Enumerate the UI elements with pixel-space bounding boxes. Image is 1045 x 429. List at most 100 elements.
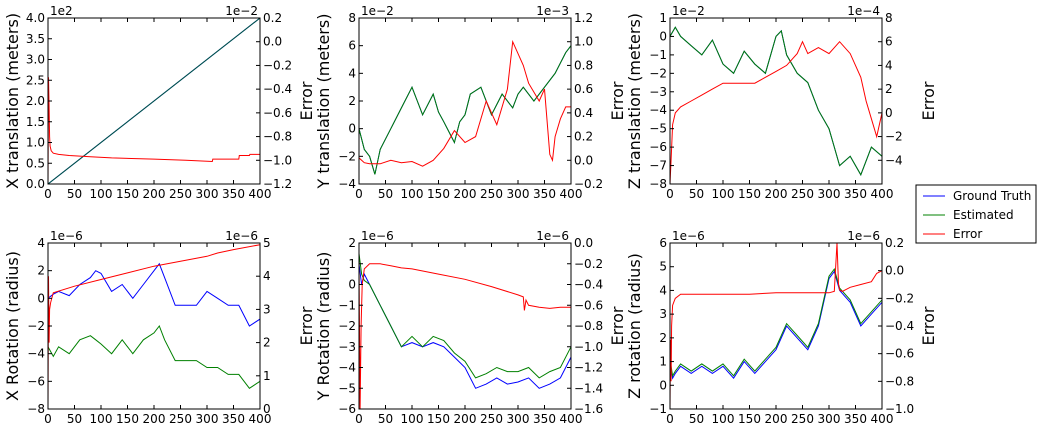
x-tick-label: 100 <box>712 187 735 201</box>
x-tick-label: 100 <box>90 412 113 426</box>
y2-tick-label: −0.4 <box>885 319 914 333</box>
y-tick-label: 1 <box>348 257 356 271</box>
y-tick-label: −5 <box>338 381 356 395</box>
y2-tick-label: −1.0 <box>263 153 292 167</box>
y2-tick-label: −0.6 <box>885 347 914 361</box>
y-tick-label: 2 <box>37 264 45 278</box>
y-tick-label: 6 <box>659 236 667 250</box>
series-line-estimated <box>670 267 882 378</box>
y-tick-label: 2 <box>348 94 356 108</box>
y-tick-label: 1.5 <box>26 115 45 129</box>
y2-tick-label: 0.2 <box>263 11 282 25</box>
y-tick-label: −6 <box>338 402 356 416</box>
x-tick-label: 0 <box>666 412 674 426</box>
x-tick-label: 250 <box>791 187 814 201</box>
y2-tick-label: 1.0 <box>574 35 593 49</box>
y2-axis-multiplier: 1e−3 <box>536 4 569 18</box>
x-tick-label: 400 <box>871 187 894 201</box>
y-tick-label: −1 <box>649 48 667 62</box>
y-tick-label: −1 <box>338 298 356 312</box>
legend-label: Error <box>953 227 982 241</box>
y-tick-label: 6 <box>348 39 356 53</box>
y-tick-label: 1.0 <box>26 136 45 150</box>
x-tick-label: 0 <box>44 187 52 201</box>
y-tick-label: −6 <box>649 140 667 154</box>
y-tick-label: −2 <box>27 319 45 333</box>
y-axis-label: X Rotation (radius) <box>3 251 22 401</box>
y2-tick-label: −0.6 <box>263 106 292 120</box>
y2-tick-label: −0.2 <box>574 257 603 271</box>
y2-axis-label: Error <box>919 306 938 345</box>
y2-tick-label: 0.2 <box>885 236 904 250</box>
x-tick-label: 300 <box>818 187 841 201</box>
y-axis-multiplier: 1e−2 <box>672 4 705 18</box>
x-tick-label: 250 <box>480 412 503 426</box>
y-tick-label: −4 <box>338 177 356 191</box>
y-tick-label: 0.0 <box>26 177 45 191</box>
y-axis-multiplier: 1e−6 <box>361 229 394 243</box>
y-tick-label: 1 <box>659 355 667 369</box>
y-tick-label: 0 <box>659 378 667 392</box>
x-tick-label: 150 <box>427 187 450 201</box>
y-tick-label: 0.5 <box>26 156 45 170</box>
subplot-3: 0 50 100 150 200 250 300 350 400−8−7−6−5−4−3−2−1… <box>625 4 938 201</box>
y-tick-label: 5 <box>659 260 667 274</box>
y-tick-label: −8 <box>27 402 45 416</box>
y-tick-label: 0 <box>37 291 45 305</box>
subplot-5: 0 50 100 150 200 250 300 350 400 −6 −5 −4 −3 −2 −1 0 1 2 −… <box>314 229 627 426</box>
subplot-4: 0 50 100 150 200 250 300 350 400 −8 −6 −4 −2 0 2 4 0 1 2 3 4… <box>3 229 316 426</box>
x-tick-label: 200 <box>143 187 166 201</box>
x-tick-label: 350 <box>222 412 245 426</box>
y-axis-label: Z rotation (radius) <box>625 253 644 399</box>
series-line-error <box>670 243 882 409</box>
y2-tick-label: 5 <box>263 236 271 250</box>
y-tick-label: 4 <box>37 236 45 250</box>
x-tick-label: 50 <box>689 412 704 426</box>
x-tick-label: 350 <box>844 187 867 201</box>
y2-tick-label: −0.2 <box>263 58 292 72</box>
x-tick-label: 100 <box>90 187 113 201</box>
subplot-1: 0 50 100 150 200 250 300 350 400 0.0 0.5 1.0 1.5 2.0 2… <box>3 4 316 201</box>
y2-axis-label: Error <box>608 81 627 120</box>
x-tick-label: 50 <box>67 412 82 426</box>
x-tick-label: 250 <box>480 187 503 201</box>
x-tick-label: 100 <box>401 412 424 426</box>
legend-label: Estimated <box>953 208 1014 222</box>
legend-label: Ground Truth <box>953 189 1031 203</box>
y-tick-label: 0 <box>348 278 356 292</box>
y2-tick-label: 0.0 <box>574 153 593 167</box>
y2-axis-label: Error <box>297 306 316 345</box>
y-tick-label: −1 <box>649 402 667 416</box>
x-tick-label: 300 <box>507 187 530 201</box>
y2-tick-label: 8 <box>885 11 893 25</box>
x-tick-label: 200 <box>765 187 788 201</box>
y2-axis-multiplier: 1e−4 <box>847 4 880 18</box>
y2-tick-label: 3 <box>263 302 271 316</box>
y2-axis-label: Error <box>919 81 938 120</box>
y2-tick-label: −1.0 <box>574 340 603 354</box>
plot-frame <box>669 17 883 185</box>
y-tick-label: −4 <box>338 361 356 375</box>
x-tick-label: 250 <box>791 412 814 426</box>
y2-tick-label: 1.2 <box>574 11 593 25</box>
series-line-error <box>670 40 882 184</box>
series-line-ground-truth <box>670 26 882 176</box>
y2-tick-label: −4 <box>885 153 903 167</box>
y2-tick-label: −1.4 <box>574 381 603 395</box>
series-line-error <box>48 244 260 409</box>
y2-tick-label: −0.8 <box>263 130 292 144</box>
y-tick-label: −2 <box>338 149 356 163</box>
series-line-ground-truth <box>48 262 260 327</box>
y2-axis-multiplier: 1e−6 <box>536 229 569 243</box>
y2-tick-label: 4 <box>263 269 271 283</box>
plot-frame <box>47 242 261 410</box>
x-tick-label: 350 <box>222 187 245 201</box>
x-tick-label: 350 <box>533 412 556 426</box>
y2-tick-label: −0.4 <box>574 278 603 292</box>
series-line-estimated <box>359 45 571 175</box>
x-tick-label: 50 <box>67 187 82 201</box>
y-axis-label: Z translation (meters) <box>625 13 644 189</box>
x-tick-label: 200 <box>454 412 477 426</box>
x-tick-label: 200 <box>765 412 788 426</box>
y-tick-label: 1 <box>659 11 667 25</box>
